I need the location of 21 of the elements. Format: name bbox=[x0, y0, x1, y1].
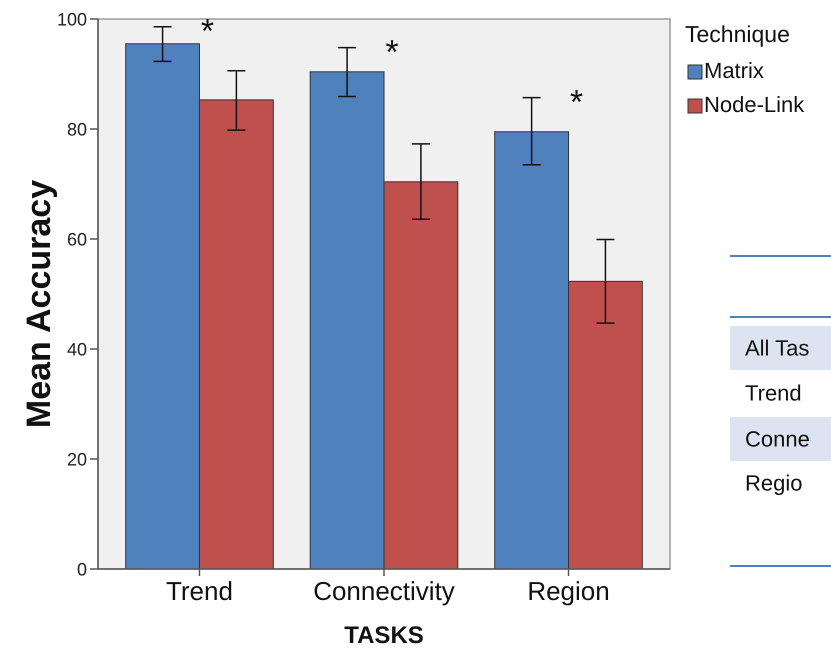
legend-title: Technique bbox=[685, 21, 790, 47]
x-tick-label: Connectivity bbox=[313, 576, 455, 606]
y-tick-label: 100 bbox=[56, 9, 87, 30]
annotation: * bbox=[570, 84, 584, 122]
text: All Tas bbox=[745, 336, 810, 361]
annotation: * bbox=[200, 12, 214, 51]
annotation: * bbox=[385, 34, 399, 72]
legend-label: Matrix bbox=[704, 58, 764, 83]
legend-label: Node-Link bbox=[704, 92, 806, 117]
y-tick-label: 80 bbox=[66, 119, 87, 140]
y-tick-label: 60 bbox=[66, 229, 87, 250]
x-tick-label: Trend bbox=[166, 576, 233, 606]
text: Trend bbox=[745, 380, 802, 406]
text: Regio bbox=[745, 470, 802, 496]
y-tick-label: 20 bbox=[66, 449, 87, 470]
x-axis-title: TASKS bbox=[344, 622, 424, 649]
x-tick-label: Region bbox=[527, 576, 610, 606]
text: Conne bbox=[745, 426, 810, 452]
y-tick-label: 0 bbox=[76, 559, 87, 580]
y-tick-label: 40 bbox=[66, 339, 87, 360]
y-axis-title: Mean Accuracy bbox=[20, 180, 58, 428]
